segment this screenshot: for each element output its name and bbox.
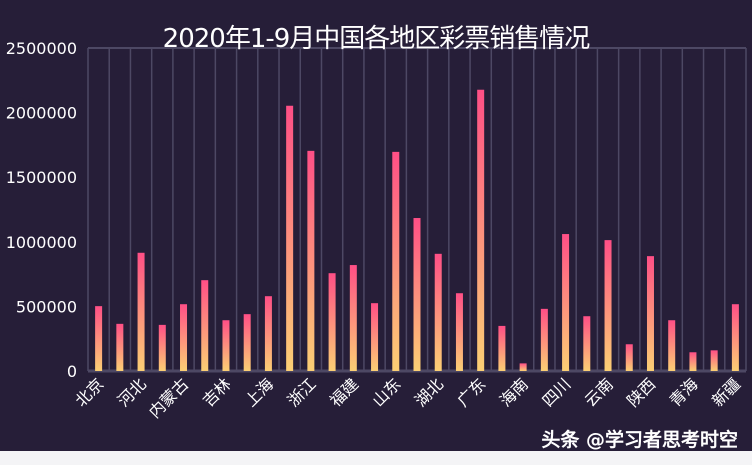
bar — [158, 324, 166, 371]
bar — [710, 350, 718, 371]
bar — [689, 352, 697, 371]
y-tick-label: 2000000 — [6, 104, 77, 123]
bar — [583, 316, 591, 371]
y-tick-label: 2500000 — [6, 39, 77, 58]
bar — [243, 314, 251, 371]
y-tick-label: 0 — [67, 362, 77, 381]
bar — [392, 151, 400, 371]
chart-title: 2020年1-9月中国各地区彩票销售情况 — [162, 24, 591, 54]
bar — [413, 218, 421, 371]
bar — [477, 89, 485, 371]
bar — [116, 323, 124, 371]
bar — [201, 280, 209, 371]
bar — [625, 344, 633, 371]
bar — [455, 293, 463, 371]
bar — [498, 325, 506, 371]
bar — [519, 363, 527, 371]
bar — [264, 296, 272, 371]
y-tick-label: 1000000 — [6, 233, 77, 252]
y-tick-label: 500000 — [16, 297, 77, 316]
bar — [222, 320, 230, 371]
chart-background — [0, 0, 752, 451]
bar — [137, 252, 145, 371]
bar — [286, 105, 294, 371]
bar — [307, 150, 315, 371]
bar — [668, 320, 676, 371]
y-tick-label: 1500000 — [6, 168, 77, 187]
bar — [731, 304, 739, 371]
bar — [328, 273, 336, 371]
bar — [349, 265, 357, 371]
bar — [646, 256, 654, 371]
watermark: 头条 @学习者思考时空 — [541, 429, 738, 451]
bar — [371, 303, 379, 371]
bar — [540, 308, 548, 371]
bar — [604, 240, 612, 371]
bar — [95, 306, 103, 371]
bar — [180, 304, 188, 371]
bar — [562, 234, 570, 371]
bar — [434, 253, 442, 371]
